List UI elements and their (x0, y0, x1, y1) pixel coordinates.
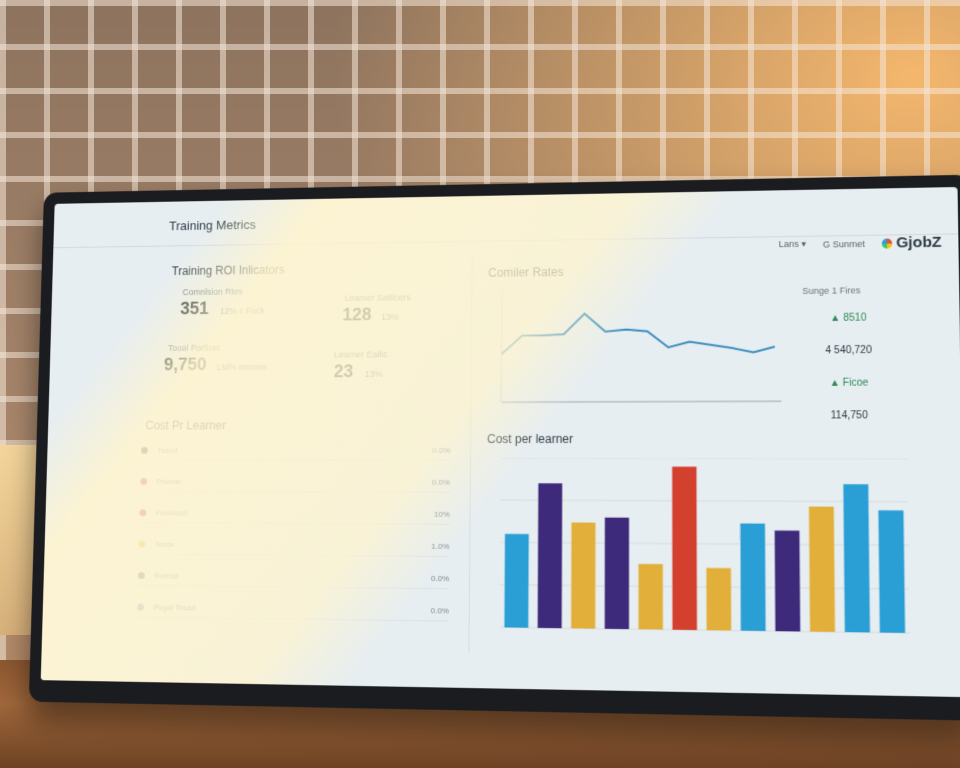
bar (504, 534, 528, 628)
kpi-sub-4: 13% (365, 369, 383, 379)
bar-chart-panel: Cost per learner (468, 421, 925, 660)
bar (740, 523, 765, 631)
cost-list-item-name: Tsaod (157, 445, 432, 454)
cost-list-item-name: Pnoriar (156, 477, 432, 487)
kpi-value-2: 128 (342, 305, 371, 326)
cost-list-item: Pnoriar 0.0% (140, 471, 450, 493)
brand-logo-icon (881, 238, 892, 248)
legend-dot (140, 509, 147, 516)
monitor-bezel: Training Metrics Lans ▾ G Sunmet GjobZ T… (29, 175, 960, 721)
cost-list-item-value: 1.0% (431, 541, 449, 550)
kpi-label-3: Tooal Porficet (168, 343, 220, 353)
top-link-lans[interactable]: Lans ▾ (779, 239, 806, 250)
roi-section-title: Training ROI Inlicators (172, 263, 285, 278)
kpi-sub-2: 13% (381, 312, 399, 322)
bar (571, 522, 595, 628)
bar (706, 568, 731, 631)
cost-list-item: Rotesd 0.0% (138, 565, 449, 589)
brand-name: GjobZ (896, 234, 942, 252)
cost-list-item: Fooriicod 10% (139, 502, 449, 524)
bar (843, 484, 870, 632)
kpi-value-4: 23 (334, 361, 354, 382)
dashboard-screen: Training Metrics Lans ▾ G Sunmet GjobZ T… (41, 187, 960, 697)
top-link-sunmet[interactable]: G Sunmet (823, 238, 865, 249)
line-chart-x-axis (501, 401, 781, 402)
line-chart-y-axis (501, 289, 502, 402)
kpi-label-1: Comnlsion Rtes (182, 287, 242, 297)
kpi-label-2: Learner Satlicers (345, 292, 411, 302)
cost-list-item: Pogol Tosad 0.0% (137, 597, 449, 622)
bar (672, 467, 697, 630)
cost-list-item: Tooor 1.0% (139, 534, 450, 557)
kpi-value-1: 351 (180, 299, 209, 320)
side-stat-value: 4 540,720 (807, 340, 891, 361)
cost-list-item-value: 0.0% (431, 606, 449, 615)
kpi-value-3: 9,750 (164, 355, 207, 376)
kpi-sub-3: LM% emmes (217, 362, 267, 372)
brand-logo: GjobZ (881, 234, 941, 252)
bar (809, 507, 835, 632)
side-stats-label: Sunge 1 Fires (802, 285, 860, 296)
bar (775, 531, 801, 632)
bar (878, 510, 905, 633)
line-chart (487, 286, 781, 408)
app-title: Training Metrics (169, 217, 256, 233)
line-series (502, 312, 775, 354)
bar-chart-title: Cost per learner (487, 432, 573, 446)
kpi-sub-1: 12% c Fuck (220, 306, 265, 316)
side-stat-value: ▲ Ficoe (807, 372, 891, 393)
kpi-label-4: Learner Eallic (334, 349, 388, 359)
bar-chart (486, 458, 911, 646)
cost-list-item-value: 0.0% (431, 573, 449, 582)
legend-dot (140, 478, 147, 485)
cost-list-item-value: 0.0% (432, 477, 450, 486)
top-right-nav: Lans ▾ G Sunmet GjobZ (779, 234, 942, 253)
cost-list-item-name: Pogol Tosad (153, 602, 430, 614)
cost-list-title: Cost Pr Learner (145, 419, 226, 433)
cost-list-item-name: Tooor (155, 539, 431, 550)
line-chart-panel: Comiler Rates (470, 250, 796, 422)
cost-list-item-value: 10% (434, 509, 450, 518)
side-stat-value: ▲ 8510 (807, 307, 891, 328)
legend-dot (139, 540, 146, 547)
legend-dot (138, 572, 145, 579)
cost-list-item-name: Rotesd (154, 571, 431, 583)
cost-list-item: Tsaod 0.0% (141, 440, 450, 461)
bar (638, 564, 662, 630)
bar (538, 483, 563, 628)
bar (605, 518, 629, 630)
cost-list-item-name: Fooriicod (156, 508, 434, 518)
legend-dot (141, 446, 148, 453)
cost-list-item-value: 0.0% (432, 445, 450, 454)
legend-dot (137, 603, 144, 610)
line-chart-title: Comiler Rates (488, 265, 563, 280)
